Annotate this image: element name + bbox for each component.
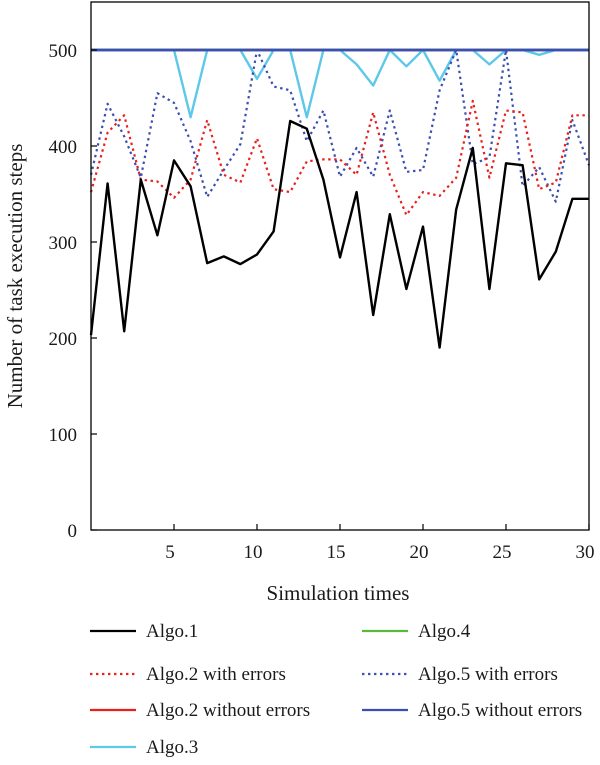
- y-tick-label: 0: [68, 521, 78, 542]
- y-tick-label: 200: [49, 329, 78, 350]
- x-tick-label: 20: [410, 542, 429, 563]
- x-tick-label: 10: [244, 542, 263, 563]
- legend-item: Algo.5 without errors: [362, 700, 582, 721]
- x-tick-label: 25: [493, 542, 512, 563]
- legend-item: Algo.5 with errors: [362, 664, 558, 685]
- legend-item: Algo.2 with errors: [90, 664, 286, 685]
- legend: Algo.1 Algo.2 with errors Algo.2 without e…: [90, 621, 582, 758]
- axes: 0 100 200 300 400 500 5 10 15 20 25 30: [49, 1, 595, 563]
- series-line-algo-2-with-errors: [89, 99, 589, 217]
- y-tick-label: 400: [49, 137, 78, 158]
- x-tick-label: 15: [327, 542, 346, 563]
- series-line-algo-5-with-errors: [89, 48, 591, 203]
- plot-area: [89, 48, 591, 349]
- legend-label: Algo.1: [146, 621, 198, 642]
- legend-item: Algo.3: [90, 737, 198, 758]
- x-tick-label: 30: [576, 542, 595, 563]
- legend-label: Algo.2 with errors: [146, 664, 286, 685]
- legend-item: Algo.4: [362, 621, 471, 642]
- y-axis-title: Number of task execution steps: [3, 144, 27, 409]
- legend-label: Algo.3: [146, 737, 198, 758]
- legend-label: Algo.5 without errors: [418, 700, 582, 721]
- y-tick-label: 500: [49, 41, 78, 62]
- x-axis-title: Simulation times: [267, 581, 410, 605]
- x-tick-label: 5: [165, 542, 175, 563]
- legend-item: Algo.1: [90, 621, 198, 642]
- legend-label: Algo.2 without errors: [146, 700, 310, 721]
- series-line-algo-3: [91, 48, 589, 119]
- series-line-algo-1: [89, 119, 589, 349]
- y-tick-label: 300: [49, 233, 78, 254]
- legend-label: Algo.5 with errors: [418, 664, 558, 685]
- y-tick-label: 100: [49, 425, 78, 446]
- plot-frame: [90, 1, 590, 531]
- legend-label: Algo.4: [418, 621, 471, 642]
- legend-item: Algo.2 without errors: [90, 700, 310, 721]
